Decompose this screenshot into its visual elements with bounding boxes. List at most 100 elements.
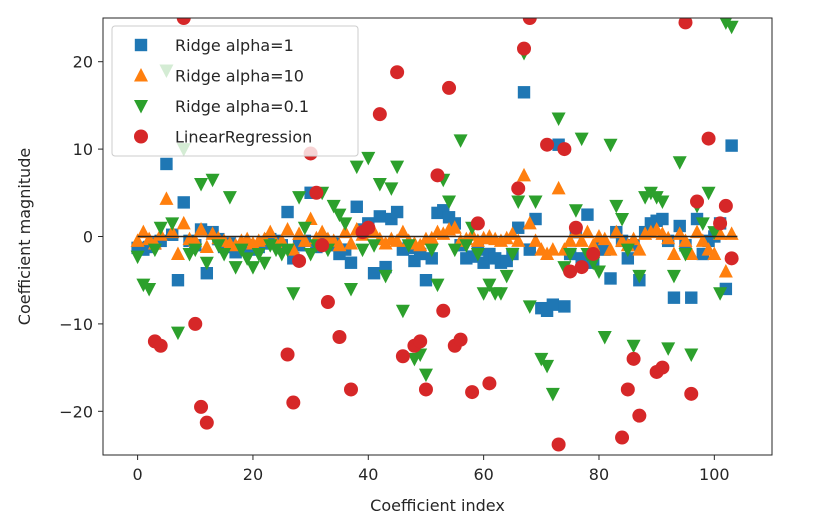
data-point: [165, 217, 180, 231]
legend-marker: [134, 38, 148, 52]
data-point: [372, 178, 387, 192]
data-point: [684, 386, 699, 401]
data-point: [661, 230, 676, 245]
data-point: [528, 195, 543, 210]
data-point: [419, 274, 433, 287]
data-point: [355, 243, 370, 258]
data-point: [280, 222, 295, 236]
data-point: [725, 139, 738, 152]
legend-box: [111, 25, 359, 157]
data-point: [655, 360, 670, 375]
data-point: [621, 252, 635, 265]
data-point: [695, 233, 710, 247]
data-point: [257, 256, 272, 271]
data-point: [603, 138, 618, 153]
data-point: [315, 224, 330, 239]
data-point: [378, 235, 393, 250]
y-tick-label: −10: [59, 315, 93, 334]
data-point: [551, 180, 566, 195]
data-point: [690, 194, 705, 209]
data-point: [153, 338, 168, 353]
data-point: [280, 347, 295, 362]
data-point: [177, 196, 190, 209]
data-point: [343, 235, 358, 250]
data-point: [199, 415, 214, 430]
data-point: [580, 224, 595, 239]
data-point: [517, 167, 532, 182]
data-point: [568, 220, 583, 235]
data-point: [395, 224, 410, 239]
data-point: [701, 186, 716, 201]
data-point: [378, 269, 393, 284]
data-point: [661, 342, 676, 356]
data-point: [390, 205, 404, 219]
data-point: [701, 131, 716, 146]
data-point: [632, 242, 647, 256]
data-point: [171, 274, 185, 287]
data-point: [251, 247, 266, 262]
legend-label: LinearRegression: [175, 128, 312, 147]
y-tick-label: −20: [59, 402, 93, 421]
data-point: [442, 80, 457, 95]
data-point: [615, 430, 630, 445]
data-point: [511, 233, 526, 247]
data-point: [211, 239, 226, 253]
data-point: [574, 260, 589, 275]
legend-label: Ridge alpha=0.1: [175, 97, 309, 116]
data-point: [142, 282, 157, 297]
data-point: [713, 287, 728, 301]
data-point: [512, 221, 525, 234]
data-point: [332, 330, 347, 345]
data-point: [401, 239, 416, 253]
data-point: [170, 246, 185, 260]
data-point: [170, 326, 185, 341]
data-point: [574, 233, 589, 247]
data-point: [620, 243, 635, 258]
data-point: [390, 233, 405, 247]
data-point: [373, 210, 387, 223]
legend-label: Ridge alpha=10: [175, 67, 304, 86]
legend-marker: [134, 68, 148, 82]
data-point: [199, 256, 214, 271]
x-tick-label: 20: [243, 465, 263, 484]
data-point: [493, 287, 508, 301]
legend-marker: [134, 100, 148, 114]
data-point: [557, 142, 572, 157]
data-point: [534, 352, 549, 367]
data-point: [425, 252, 438, 265]
data-point: [568, 204, 583, 218]
data-point: [205, 173, 220, 188]
data-point: [643, 186, 658, 201]
data-point: [281, 205, 294, 219]
data-point: [194, 222, 209, 236]
data-point: [130, 250, 145, 265]
data-point: [343, 282, 358, 297]
data-point: [292, 191, 307, 205]
data-point: [286, 287, 301, 301]
data-point: [545, 387, 560, 402]
data-point: [234, 243, 249, 258]
data-point: [563, 233, 578, 247]
data-point: [361, 220, 376, 235]
data-point: [269, 243, 284, 258]
series-2: [130, 18, 739, 402]
data-point: [528, 233, 543, 247]
data-point: [586, 246, 601, 261]
legend-label: Ridge alpha=1: [175, 36, 294, 55]
data-point: [581, 208, 594, 221]
data-point: [684, 348, 699, 362]
x-tick-label: 80: [589, 465, 609, 484]
data-point: [707, 246, 722, 260]
data-point: [136, 278, 151, 293]
data-point: [292, 253, 307, 268]
plot-area: [130, 18, 739, 452]
data-point: [522, 300, 537, 314]
data-point: [194, 399, 209, 414]
data-point: [632, 269, 647, 284]
data-point: [724, 251, 739, 266]
data-point: [390, 65, 405, 80]
data-point: [505, 247, 520, 262]
data-point: [672, 156, 687, 170]
data-point: [574, 132, 589, 147]
data-point: [517, 41, 532, 56]
